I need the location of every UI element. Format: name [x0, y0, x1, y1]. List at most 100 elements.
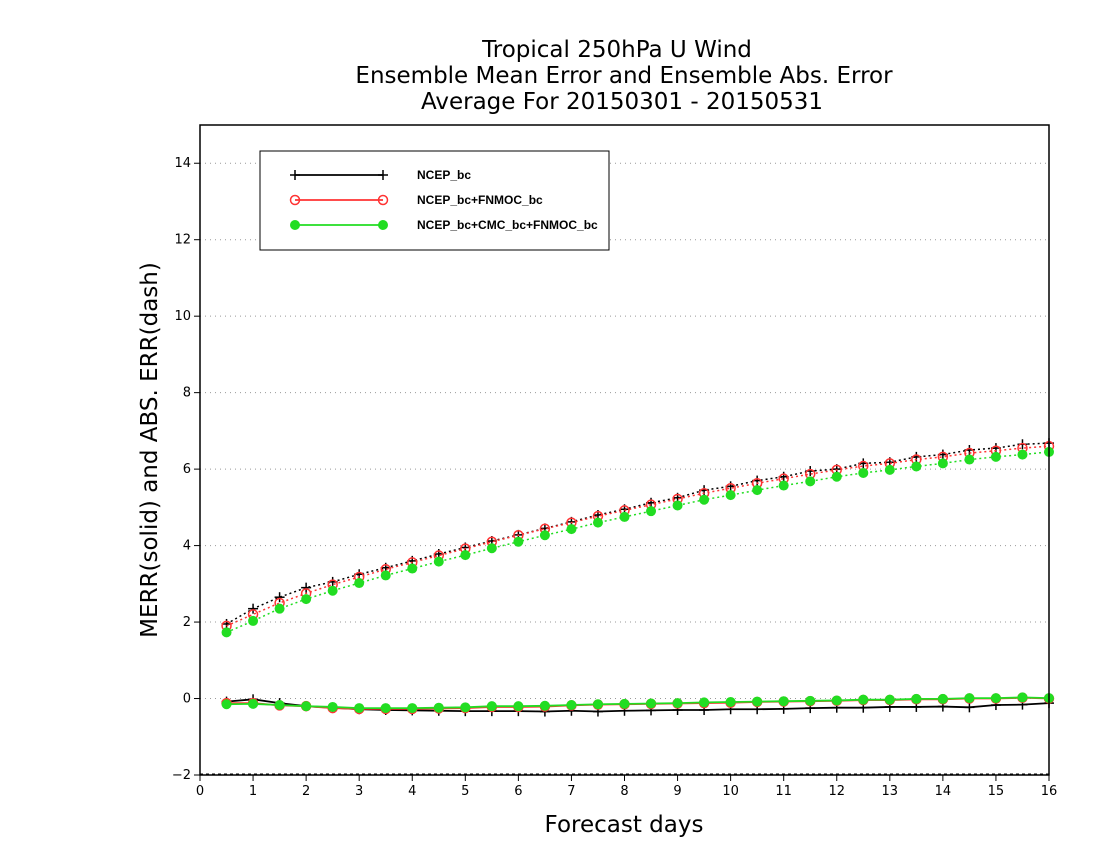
legend-marker [289, 194, 301, 206]
merr-point [725, 696, 736, 707]
legend-label: NCEP_bc+CMC_bc+FNMOC_bc [417, 218, 598, 232]
abs-err-point [752, 485, 763, 496]
abs-err-point [805, 476, 816, 487]
y-tick-label: 12 [174, 233, 191, 248]
series-layer [221, 438, 1055, 717]
abs-err-point [592, 517, 603, 528]
abs-err-point [248, 603, 259, 614]
abs-err-point [672, 500, 683, 511]
x-tick-label: 15 [988, 784, 1005, 799]
abs-err-point [274, 592, 285, 603]
x-tick-label: 5 [461, 784, 469, 799]
merr-point [911, 693, 922, 704]
abs-err-point [460, 550, 471, 561]
merr-point [805, 695, 816, 706]
abs-err-point [964, 454, 975, 465]
y-axis: −2 0 2 4 6 8 10 12 14 [172, 156, 200, 783]
abs-err-line [226, 445, 1050, 627]
y-tick-label: 4 [183, 539, 191, 554]
grid-lines [200, 162, 1049, 775]
y-tick-label: 2 [183, 615, 191, 630]
abs-err-point [566, 524, 577, 535]
abs-err-point [911, 461, 922, 472]
y-axis-label: MERR(solid) and ABS. ERR(dash) [137, 262, 163, 638]
merr-point [990, 693, 1001, 704]
merr-point [884, 694, 895, 705]
legend-label: NCEP_bc [417, 168, 471, 182]
legend-marker [377, 194, 389, 206]
x-tick-label: 10 [722, 784, 739, 799]
x-tick-label: 0 [196, 784, 204, 799]
x-tick-label: 2 [302, 784, 310, 799]
y-tick-label: 8 [183, 386, 191, 401]
merr-point [566, 700, 577, 711]
abs-err-point [327, 585, 338, 596]
merr-point [539, 700, 550, 711]
chart-title: Tropical 250hPa U Wind Ensemble Mean Err… [355, 37, 893, 115]
legend-item-2: NCEP_bc+CMC_bc+FNMOC_bc [290, 218, 598, 232]
x-tick-label: 11 [775, 784, 792, 799]
merr-point [407, 703, 418, 714]
legend-marker [290, 170, 300, 180]
abs-err-point [699, 494, 710, 505]
abs-err-point [619, 511, 630, 522]
abs-err-point [539, 530, 550, 541]
series-abs-err-0 [221, 438, 1054, 629]
merr-point [646, 698, 657, 709]
abs-err-point [407, 563, 418, 574]
merr-point [513, 701, 524, 712]
legend-item-0: NCEP_bc [290, 168, 471, 182]
x-tick-label: 14 [935, 784, 952, 799]
x-tick-label: 1 [249, 784, 257, 799]
merr-point [274, 700, 285, 711]
abs-err-point [380, 570, 391, 581]
x-axis: 0 1 2 3 4 5 6 7 8 9 10 11 12 13 14 15 16 [196, 775, 1057, 799]
legend: NCEP_bc NCEP_bc+FNMOC_bc NCEP_bc+CMC_bc+FN… [259, 150, 610, 251]
abs-err-point [778, 480, 789, 491]
abs-err-point [221, 627, 232, 638]
series-merr-2 [221, 692, 1054, 714]
abs-err-point [858, 467, 869, 478]
merr-point [354, 703, 365, 714]
abs-err-line [226, 451, 1050, 634]
abs-err-point [248, 615, 259, 626]
abs-err-point [990, 451, 1001, 462]
merr-point [433, 702, 444, 713]
merr-point [699, 697, 710, 708]
merr-point [964, 702, 975, 713]
merr-line [226, 698, 1050, 713]
chart-title-line-2: Ensemble Mean Error and Ensemble Abs. Er… [355, 63, 893, 89]
x-tick-label: 8 [620, 784, 628, 799]
abs-err-point [1017, 449, 1028, 460]
x-tick-label: 9 [673, 784, 681, 799]
y-tick-label: 6 [183, 462, 191, 477]
abs-err-point [433, 556, 444, 567]
merr-point [486, 701, 497, 712]
merr-point [619, 698, 630, 709]
merr-point [301, 701, 312, 712]
legend-marker [290, 220, 300, 230]
merr-point [831, 695, 842, 706]
abs-err-point [274, 603, 285, 614]
x-tick-label: 13 [882, 784, 899, 799]
abs-err-point [937, 458, 948, 469]
abs-err-point [725, 490, 736, 501]
merr-point [752, 696, 763, 707]
legend-marker [378, 220, 388, 230]
merr-point [672, 698, 683, 709]
merr-point [937, 693, 948, 704]
x-tick-label: 12 [828, 784, 845, 799]
x-tick-label: 7 [567, 784, 575, 799]
series-abs-err-1 [221, 440, 1055, 632]
x-tick-label: 6 [514, 784, 522, 799]
y-tick-label: 10 [174, 309, 191, 324]
merr-point [248, 698, 259, 709]
legend-marker [378, 170, 388, 180]
abs-err-point [884, 464, 895, 475]
chart-title-line-1: Tropical 250hPa U Wind [481, 37, 752, 63]
merr-point [327, 701, 338, 712]
merr-point [858, 694, 869, 705]
merr-point [592, 699, 603, 710]
y-tick-label: 0 [183, 692, 191, 707]
y-tick-label: −2 [172, 768, 191, 783]
